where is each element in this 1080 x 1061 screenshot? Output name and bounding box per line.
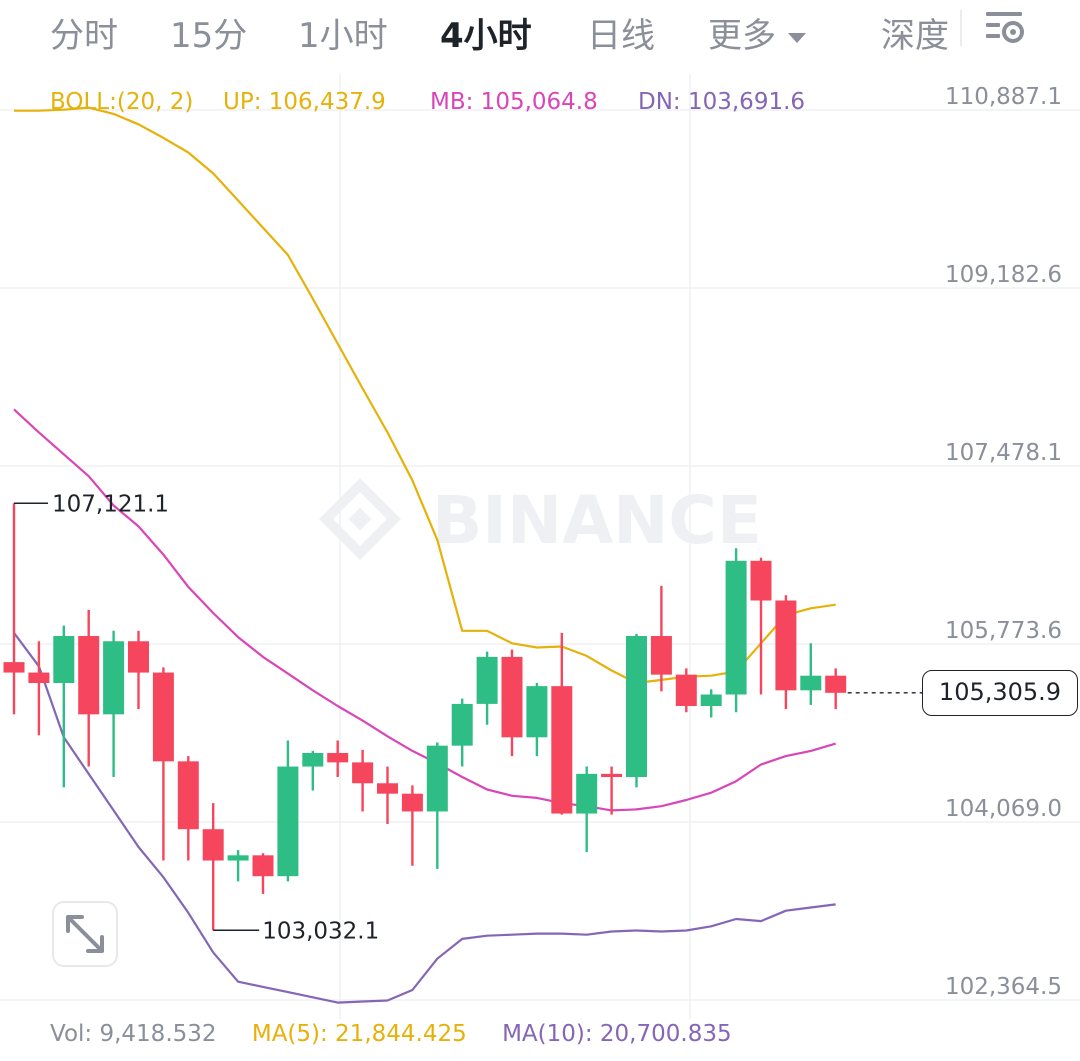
candle-down: [750, 557, 772, 695]
candle-up: [626, 633, 647, 788]
tab-more[interactable]: 更多: [708, 8, 806, 57]
low-marker-label: 103,032.1: [262, 918, 379, 944]
bollinger-bands: [13, 106, 837, 1004]
candle-down: [675, 668, 697, 713]
y-tick-label: 105,773.6: [945, 618, 1062, 644]
boll-lower-line: [13, 632, 836, 1004]
candle-down: [501, 649, 523, 757]
volume-value: Vol: 9,418.532: [50, 1021, 217, 1047]
expand-arrows-icon: [66, 915, 104, 953]
candle-down: [551, 632, 573, 815]
candle-up: [800, 643, 822, 705]
candle-up: [53, 625, 75, 788]
volume-ma10: MA(10): 20,700.835: [502, 1021, 732, 1047]
candle-down: [3, 503, 25, 715]
candle-up: [476, 651, 498, 725]
watermark-text: BINANCE: [432, 482, 762, 559]
y-tick-label: 104,069.0: [945, 796, 1062, 822]
candle-up: [700, 689, 722, 718]
legend-boll-params: BOLL:(20, 2): [50, 89, 193, 115]
y-axis: 110,887.1 109,182.6 107,478.1 105,773.6 104,…: [945, 84, 1062, 1000]
candle-down: [377, 766, 398, 824]
candles: [3, 503, 847, 931]
candle-up: [576, 766, 598, 853]
candle-down: [601, 766, 623, 815]
candle-up: [725, 548, 747, 713]
caret-down-icon: [788, 32, 806, 43]
legend-boll-dn: DN: 103,691.6: [638, 89, 805, 115]
candle-down: [177, 756, 199, 861]
candle-down: [202, 803, 224, 931]
candle-down: [401, 785, 423, 866]
candle-down: [78, 609, 100, 767]
candle-down: [825, 668, 847, 710]
fullscreen-button[interactable]: [52, 901, 118, 967]
candle-down: [152, 667, 174, 861]
candle-up: [451, 698, 473, 767]
high-marker-label: 107,121.1: [52, 491, 169, 517]
volume-indicator: Vol: 9,418.532 MA(5): 21,844.425 MA(10):…: [50, 1021, 760, 1055]
tab-divider: [960, 10, 962, 46]
legend-boll-up: UP: 106,437.9: [223, 89, 386, 115]
candle-up: [227, 850, 249, 882]
candle-up: [103, 630, 125, 777]
boll-upper-line: [14, 106, 836, 685]
candle-down: [775, 595, 797, 710]
y-tick-label: 107,478.1: [945, 440, 1062, 466]
candle-up: [526, 683, 548, 757]
tab-1d[interactable]: 日线: [587, 16, 655, 56]
chart-settings-icon[interactable]: [984, 8, 1028, 48]
candle-down: [352, 749, 374, 812]
boll-middle-line: [13, 408, 837, 812]
candle-up: [277, 740, 299, 882]
tab-more-label: 更多: [708, 16, 776, 56]
candle-down: [327, 740, 349, 777]
tab-depth[interactable]: 深度: [881, 16, 949, 56]
candle-down: [252, 853, 274, 894]
boll-legend: BOLL:(20, 2) UP: 106,437.9 MB: 105,064.8…: [50, 89, 805, 115]
candle-down: [650, 585, 672, 692]
tab-time-share[interactable]: 分时: [50, 16, 118, 56]
current-price-tag: 105,305.9: [922, 669, 1078, 716]
watermark: BINANCE: [318, 477, 762, 561]
candle-down: [28, 641, 50, 736]
tab-15m[interactable]: 15分: [170, 16, 248, 56]
legend-boll-mb: MB: 105,064.8: [430, 89, 598, 115]
tab-4h[interactable]: 4小时: [440, 16, 532, 56]
candle-down: [128, 630, 149, 710]
candle-up: [426, 742, 448, 869]
candlestick-chart[interactable]: BINANCE 110,887.1 109,182.6 107,478.1 105,7…: [0, 74, 1080, 1019]
y-tick-label: 109,182.6: [945, 262, 1062, 288]
timeframe-bar: 分时 15分 1小时 4小时 日线 更多 深度: [0, 0, 1080, 62]
y-tick-label: 102,364.5: [945, 974, 1062, 1000]
tab-1h[interactable]: 1小时: [298, 16, 388, 56]
candle-up: [302, 750, 324, 791]
volume-ma5: MA(5): 21,844.425: [251, 1021, 467, 1047]
price-markers: 107,121.1 103,032.1: [14, 491, 922, 944]
y-tick-label: 110,887.1: [945, 84, 1062, 110]
